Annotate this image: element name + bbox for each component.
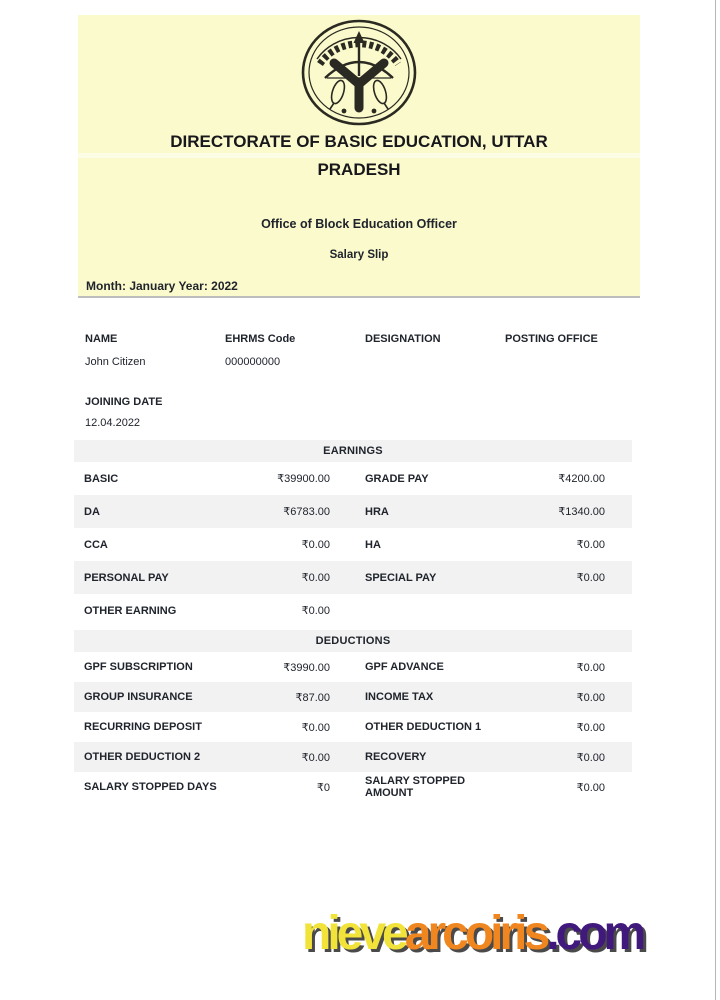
employee-value-row: John Citizen 000000000	[76, 356, 638, 368]
item-label: SALARY STOPPED AMOUNT	[365, 775, 466, 799]
item-value: ₹0.00	[301, 605, 330, 617]
item-label: SPECIAL PAY	[365, 571, 437, 584]
ehrms-code-header: EHRMS Code	[225, 333, 296, 345]
item-label: GROUP INSURANCE	[84, 691, 193, 703]
org-title-line2: PRADESH	[317, 160, 401, 179]
deductions-row: RECURRING DEPOSIT ₹0.00 OTHER DEDUCTION …	[74, 712, 632, 742]
item-label: OTHER EARNING	[84, 604, 177, 617]
document-type: Salary Slip	[329, 249, 389, 261]
item-value: ₹39900.00	[277, 473, 330, 485]
item-label: BASIC	[84, 472, 119, 485]
item-value: ₹0	[316, 781, 330, 794]
item-value: ₹0.00	[576, 572, 605, 584]
earnings-row: DA ₹6783.00 HRA ₹1340.00	[74, 495, 632, 528]
item-value: ₹0.00	[576, 781, 605, 794]
item-label: HRA	[365, 505, 389, 518]
earnings-section-header: EARNINGS	[74, 440, 632, 462]
name-header: NAME	[85, 333, 118, 345]
watermark-part2: arcoiris	[404, 907, 550, 960]
posting-office-value	[505, 356, 638, 368]
deductions-row: SALARY STOPPED DAYS ₹0 SALARY STOPPED AM…	[74, 772, 632, 802]
item-value: ₹0.00	[301, 539, 330, 551]
up-government-emblem-icon	[301, 19, 417, 126]
item-value: ₹6783.00	[283, 506, 330, 518]
earnings-row: OTHER EARNING ₹0.00	[74, 594, 632, 627]
item-label: RECURRING DEPOSIT	[84, 721, 202, 733]
item-label: HA	[365, 538, 381, 551]
item-label: GRADE PAY	[365, 472, 429, 485]
pay-table: EARNINGS BASIC ₹39900.00 GRADE PAY ₹4200…	[74, 440, 632, 802]
item-value: ₹0.00	[576, 751, 605, 764]
item-value: ₹3990.00	[283, 661, 330, 674]
item-label: DA	[84, 505, 100, 518]
deductions-section-header: DEDUCTIONS	[74, 630, 632, 652]
item-value: ₹0.00	[576, 661, 605, 674]
deductions-row: GPF SUBSCRIPTION ₹3990.00 GPF ADVANCE ₹0…	[74, 652, 632, 682]
item-value: ₹4200.00	[558, 473, 605, 485]
item-label: GPF ADVANCE	[365, 661, 444, 673]
item-value: ₹0.00	[576, 691, 605, 704]
designation-value	[365, 356, 505, 368]
designation-header: DESIGNATION	[365, 333, 441, 345]
watermark-part3: .com	[546, 907, 646, 960]
window-edge-line	[715, 0, 716, 1000]
item-label: INCOME TAX	[365, 691, 434, 703]
letterhead-top: DIRECTORATE OF BASIC EDUCATION, UTTAR	[78, 15, 640, 153]
joining-date-label: JOINING DATE	[85, 396, 163, 408]
letterhead-bottom: PRADESH Office of Block Education Office…	[78, 158, 640, 298]
posting-office-header: POSTING OFFICE	[505, 333, 598, 345]
earnings-row: CCA ₹0.00 HA ₹0.00	[74, 528, 632, 561]
letterhead-seam	[78, 153, 640, 158]
item-value: ₹0.00	[576, 721, 605, 734]
employee-info: NAME EHRMS Code DESIGNATION POSTING OFFI…	[76, 332, 638, 430]
item-value: ₹1340.00	[558, 506, 605, 518]
employee-name: John Citizen	[85, 356, 146, 368]
office-subtitle: Office of Block Education Officer	[261, 217, 457, 231]
item-label: CCA	[84, 538, 108, 551]
org-title-line1: DIRECTORATE OF BASIC EDUCATION, UTTAR	[170, 132, 548, 151]
item-label: OTHER DEDUCTION 2	[84, 751, 201, 763]
item-value: ₹87.00	[295, 691, 330, 704]
pay-period: Month: January Year: 2022	[86, 279, 238, 293]
letterhead: DIRECTORATE OF BASIC EDUCATION, UTTAR PR…	[78, 15, 640, 298]
item-value: ₹0.00	[301, 572, 330, 584]
item-label: SALARY STOPPED DAYS	[84, 781, 217, 793]
item-label: RECOVERY	[365, 751, 427, 763]
earnings-row: PERSONAL PAY ₹0.00 SPECIAL PAY ₹0.00	[74, 561, 632, 594]
joining-date-value: 12.04.2022	[85, 417, 141, 429]
item-value: ₹0.00	[301, 751, 330, 764]
item-value: ₹0.00	[576, 539, 605, 551]
employee-header-row: NAME EHRMS Code DESIGNATION POSTING OFFI…	[76, 332, 638, 346]
item-label: OTHER DEDUCTION 1	[365, 721, 482, 733]
earnings-row: BASIC ₹39900.00 GRADE PAY ₹4200.00	[74, 462, 632, 495]
site-watermark: nievearcoiris.com	[302, 907, 646, 960]
deductions-row: GROUP INSURANCE ₹87.00 INCOME TAX ₹0.00	[74, 682, 632, 712]
deductions-row: OTHER DEDUCTION 2 ₹0.00 RECOVERY ₹0.00	[74, 742, 632, 772]
item-label: GPF SUBSCRIPTION	[84, 661, 193, 673]
watermark-part1: nieve	[302, 907, 409, 960]
ehrms-code-value: 000000000	[225, 356, 281, 368]
item-label: PERSONAL PAY	[84, 571, 169, 584]
item-value: ₹0.00	[301, 721, 330, 734]
